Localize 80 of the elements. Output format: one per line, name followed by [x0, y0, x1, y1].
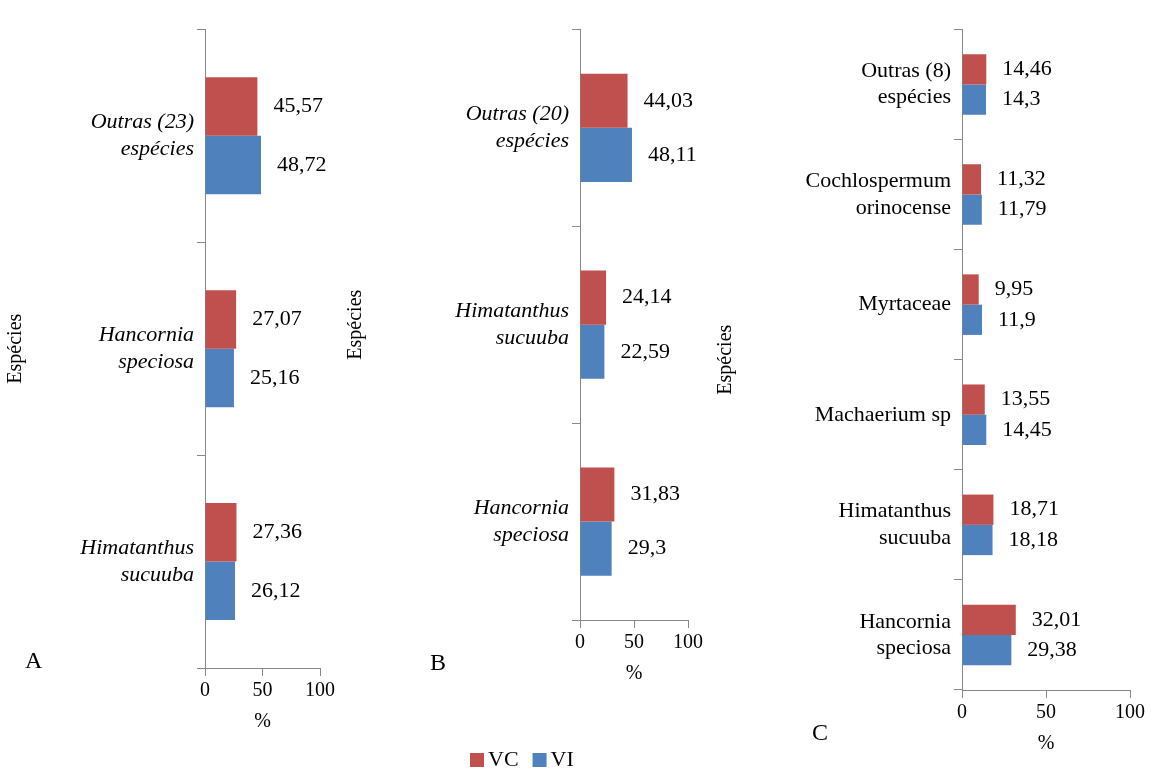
bar: [580, 324, 605, 379]
bar: [205, 348, 234, 408]
y-tick-label: Outras (20) espécies: [465, 100, 569, 152]
data-label: 13,55: [1000, 385, 1051, 411]
bar: [205, 290, 237, 349]
y-tick-label: Outras (23) espécies: [90, 108, 194, 160]
x-tick-label: 100: [305, 678, 335, 701]
x-tick-label: 0: [575, 630, 585, 653]
bar: [962, 494, 994, 525]
data-label: 24,14: [622, 283, 672, 309]
bar: [962, 304, 982, 335]
data-label: 27,36: [252, 518, 302, 544]
data-label: 44,03: [643, 86, 694, 112]
data-label: 9,95: [994, 275, 1034, 301]
y-axis-title: Espécies: [713, 324, 737, 395]
legend-label: VI: [550, 745, 574, 771]
data-label: 27,07: [252, 305, 302, 331]
y-tick-label: Hancornia speciosa: [859, 607, 952, 659]
bar: [962, 524, 993, 556]
data-label: 22,59: [620, 337, 670, 363]
data-label: 14,45: [1002, 415, 1052, 441]
bar: [962, 54, 987, 85]
data-label: 31,83: [630, 480, 680, 506]
data-label: 45,57: [273, 92, 323, 118]
data-label: 48,72: [277, 150, 327, 176]
data-label: 14,3: [1002, 85, 1041, 111]
bar: [962, 164, 982, 195]
bar: [962, 84, 987, 115]
data-label: 29,3: [627, 534, 667, 560]
y-tick-label: Outras (8) espécies: [861, 57, 951, 109]
x-tick-label: 50: [252, 678, 273, 701]
data-label: 18,18: [1008, 525, 1059, 551]
bar: [962, 194, 982, 225]
y-tick-label: Hancornia speciosa: [472, 494, 569, 546]
bar: [962, 414, 987, 446]
y-tick-label: Himatanthus sucuuba: [838, 497, 952, 549]
data-label: 11,32: [997, 165, 1046, 191]
data-label: 11,79: [997, 195, 1047, 221]
y-tick-label: Cochlospermum orinocense: [805, 167, 951, 219]
y-tick-label: Myrtaceae: [858, 290, 951, 316]
x-axis-title: %: [1037, 731, 1055, 754]
x-tick-label: 50: [1036, 700, 1056, 723]
bar: [962, 274, 979, 305]
bar: [962, 604, 1016, 635]
text: B: [430, 649, 447, 675]
y-tick-label: Himatanthus sucuuba: [454, 297, 569, 349]
x-tick-label: 0: [957, 700, 967, 723]
text: C: [812, 719, 829, 745]
data-label: 48,11: [647, 140, 697, 166]
bar: [580, 270, 607, 325]
y-axis-title: Espécies: [343, 289, 367, 360]
bar: [205, 77, 258, 136]
data-label: 14,46: [1002, 55, 1052, 81]
bar: [580, 73, 628, 128]
data-label: 26,12: [251, 576, 301, 602]
y-tick-label: Hancornia speciosa: [97, 321, 194, 373]
x-tick-label: 50: [624, 630, 644, 653]
x-tick-label: 0: [200, 678, 210, 701]
data-label: 32,01: [1031, 605, 1082, 631]
data-label: 29,38: [1027, 635, 1077, 661]
y-axis-title: Espécies: [3, 313, 27, 384]
bar: [205, 135, 262, 195]
data-label: 18,71: [1009, 495, 1059, 521]
y-tick-label: Himatanthus sucuuba: [79, 534, 194, 586]
bar: [962, 634, 1012, 666]
bar: [205, 503, 237, 562]
y-tick-label: Machaerium sp: [814, 400, 951, 426]
x-tick-label: 100: [673, 630, 703, 653]
legend-label: VC: [488, 745, 519, 771]
x-axis-title: %: [254, 709, 271, 732]
bar: [962, 384, 985, 415]
bar: [580, 521, 612, 576]
bar: [580, 127, 632, 182]
x-axis-title: %: [625, 661, 643, 684]
bar: [205, 561, 236, 621]
bar: [580, 467, 615, 522]
data-label: 11,9: [997, 305, 1036, 331]
text: A: [25, 647, 43, 673]
x-tick-label: 100: [1115, 700, 1145, 723]
data-label: 25,16: [249, 363, 300, 389]
